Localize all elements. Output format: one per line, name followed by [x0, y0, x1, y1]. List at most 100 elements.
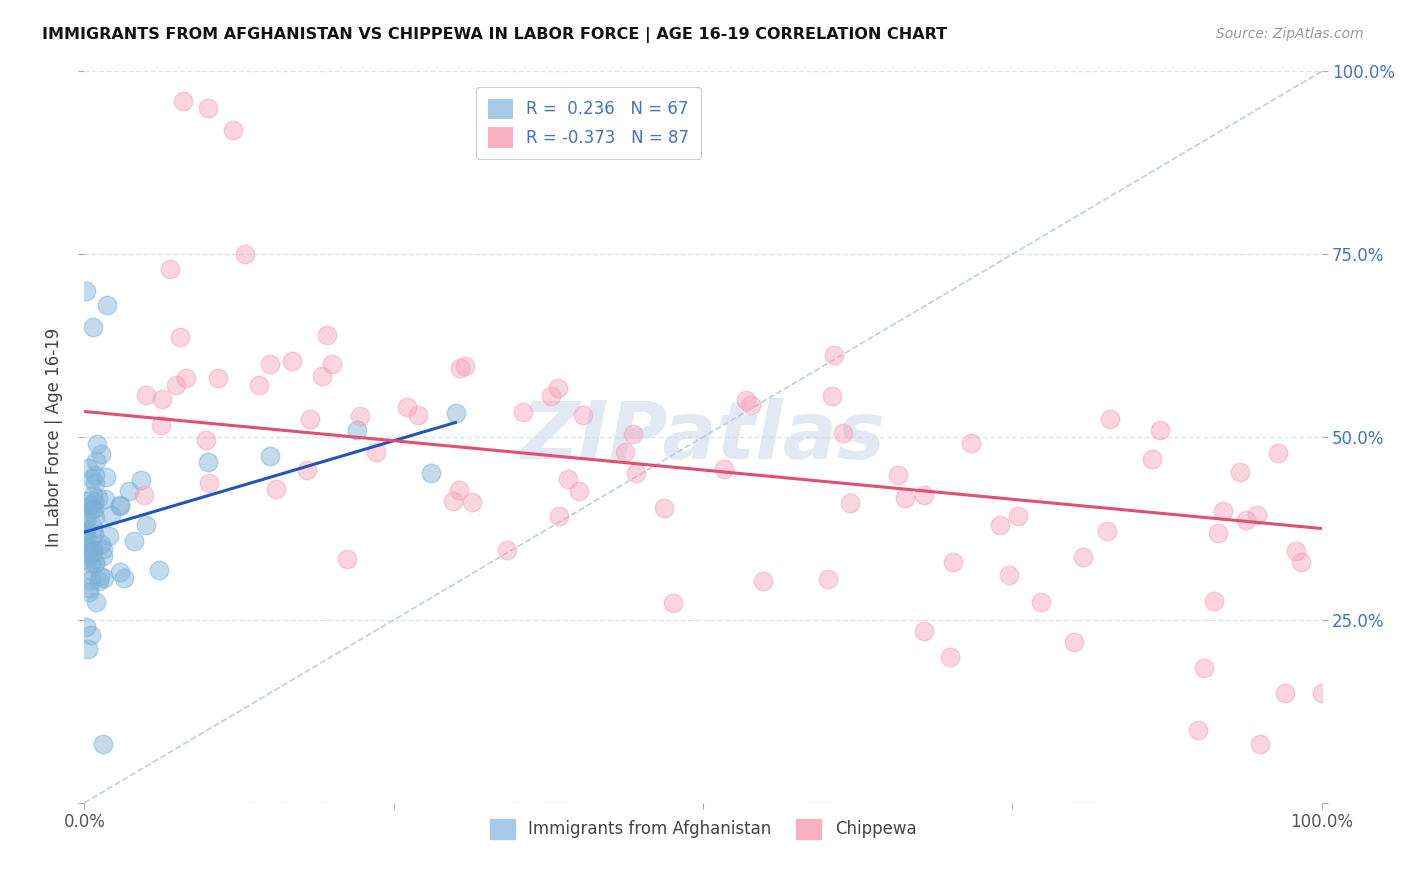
- Point: [441, 494, 464, 508]
- Text: Source: ZipAtlas.com: Source: ZipAtlas.com: [1216, 27, 1364, 41]
- Point: [1285, 544, 1308, 558]
- Point: [91, 542, 114, 557]
- Point: [93, 737, 115, 751]
- Point: [249, 377, 271, 392]
- Point: [172, 94, 194, 108]
- Point: [336, 552, 359, 566]
- Point: [454, 359, 477, 373]
- Point: [87, 491, 110, 506]
- Point: [568, 483, 591, 498]
- Point: [89, 574, 111, 589]
- Point: [94, 492, 117, 507]
- Point: [83, 502, 105, 516]
- Point: [83, 527, 105, 541]
- Point: [222, 123, 245, 137]
- Point: [751, 574, 773, 588]
- Point: [1063, 635, 1085, 649]
- Point: [998, 568, 1021, 582]
- Point: [735, 392, 758, 407]
- Point: [894, 491, 917, 506]
- Point: [86, 437, 108, 451]
- Point: [259, 357, 281, 371]
- Point: [97, 529, 120, 543]
- Text: ZIPatlas: ZIPatlas: [520, 398, 886, 476]
- Point: [512, 405, 534, 419]
- Point: [84, 454, 107, 468]
- Point: [122, 533, 145, 548]
- Point: [90, 537, 112, 551]
- Point: [80, 556, 103, 570]
- Point: [572, 409, 595, 423]
- Point: [159, 261, 181, 276]
- Point: [233, 247, 256, 261]
- Point: [548, 508, 571, 523]
- Point: [349, 409, 371, 423]
- Point: [264, 482, 287, 496]
- Point: [82, 501, 104, 516]
- Point: [165, 378, 187, 392]
- Point: [100, 508, 122, 523]
- Point: [82, 520, 104, 534]
- Point: [1212, 503, 1234, 517]
- Point: [1140, 452, 1163, 467]
- Point: [823, 348, 845, 362]
- Point: [82, 538, 104, 552]
- Point: [1099, 412, 1122, 426]
- Point: [298, 411, 321, 425]
- Point: [75, 526, 97, 541]
- Point: [112, 571, 135, 585]
- Point: [832, 426, 855, 441]
- Point: [77, 584, 100, 599]
- Point: [207, 370, 229, 384]
- Point: [135, 388, 157, 402]
- Point: [91, 549, 114, 563]
- Point: [76, 493, 98, 508]
- Point: [83, 468, 105, 483]
- Point: [82, 487, 104, 501]
- Point: [82, 320, 104, 334]
- Point: [83, 556, 105, 570]
- Point: [444, 406, 467, 420]
- Point: [82, 545, 104, 559]
- Point: [817, 572, 839, 586]
- Point: [76, 513, 98, 527]
- Point: [1194, 660, 1216, 674]
- Point: [176, 371, 198, 385]
- Point: [132, 488, 155, 502]
- Point: [621, 427, 644, 442]
- Point: [839, 496, 862, 510]
- Point: [281, 354, 304, 368]
- Point: [447, 483, 470, 498]
- Point: [96, 298, 118, 312]
- Point: [195, 433, 218, 447]
- Point: [93, 571, 115, 585]
- Point: [321, 357, 343, 371]
- Point: [942, 555, 965, 569]
- Point: [94, 470, 117, 484]
- Point: [1289, 554, 1312, 568]
- Point: [988, 517, 1011, 532]
- Point: [76, 461, 98, 475]
- Point: [197, 455, 219, 469]
- Point: [84, 556, 107, 570]
- Point: [959, 435, 981, 450]
- Point: [108, 566, 131, 580]
- Point: [1073, 549, 1095, 564]
- Legend: Immigrants from Afghanistan, Chippewa: Immigrants from Afghanistan, Chippewa: [484, 812, 922, 846]
- Point: [1149, 423, 1171, 437]
- Point: [346, 423, 368, 437]
- Point: [1095, 524, 1118, 539]
- Point: [148, 563, 170, 577]
- Point: [1029, 595, 1052, 609]
- Point: [150, 418, 173, 433]
- Point: [80, 628, 103, 642]
- Point: [197, 101, 219, 115]
- Point: [614, 445, 637, 459]
- Point: [939, 649, 962, 664]
- Point: [83, 494, 105, 508]
- Point: [1234, 513, 1257, 527]
- Point: [624, 467, 647, 481]
- Point: [311, 369, 333, 384]
- Point: [820, 389, 842, 403]
- Point: [461, 495, 484, 509]
